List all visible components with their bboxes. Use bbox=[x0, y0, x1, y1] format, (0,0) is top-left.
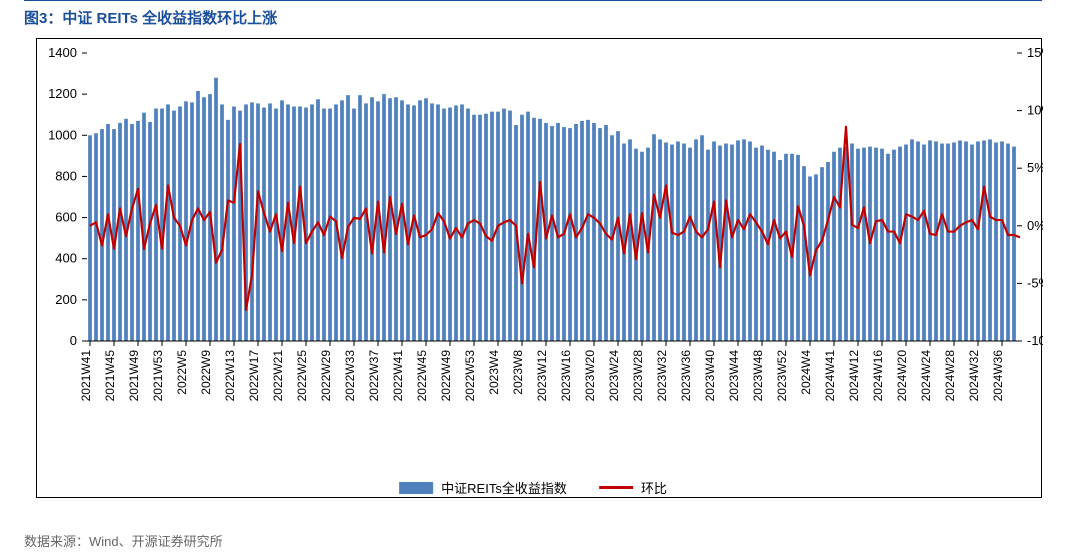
svg-text:2022W49: 2022W49 bbox=[439, 350, 453, 402]
svg-text:2022W5: 2022W5 bbox=[175, 350, 189, 395]
data-source: 数据来源：Wind、开源证券研究所 bbox=[24, 531, 223, 550]
svg-text:-10%: -10% bbox=[1027, 333, 1043, 348]
chart-title: 图3：中证 REITs 全收益指数环比上涨 bbox=[24, 10, 277, 27]
svg-text:2022W25: 2022W25 bbox=[295, 350, 309, 402]
svg-text:2024W16: 2024W16 bbox=[871, 350, 885, 402]
combo-chart: 0 200 400 600 800 1000 1200 1400 -10% -5% 0% 5% 10% 1… bbox=[37, 39, 1043, 499]
svg-text:1400: 1400 bbox=[48, 45, 77, 60]
svg-text:2023W4: 2023W4 bbox=[487, 350, 501, 395]
svg-text:400: 400 bbox=[55, 251, 77, 266]
svg-text:2023W24: 2023W24 bbox=[607, 350, 621, 402]
svg-text:2021W49: 2021W49 bbox=[127, 350, 141, 402]
svg-text:2024W36: 2024W36 bbox=[991, 350, 1005, 402]
svg-text:2023W40: 2023W40 bbox=[703, 350, 717, 402]
chart-title-bar: 图3：中证 REITs 全收益指数环比上涨 bbox=[24, 0, 1042, 28]
svg-text:2023W8: 2023W8 bbox=[511, 350, 525, 395]
svg-text:2022W9: 2022W9 bbox=[199, 350, 213, 395]
svg-text:2023W28: 2023W28 bbox=[631, 350, 645, 402]
legend-item: 中证REITs全收益指数 bbox=[399, 478, 567, 497]
svg-text:2024W4: 2024W4 bbox=[799, 350, 813, 395]
svg-text:2023W36: 2023W36 bbox=[679, 350, 693, 402]
svg-text:2023W44: 2023W44 bbox=[727, 350, 741, 402]
svg-text:2023W20: 2023W20 bbox=[583, 350, 597, 402]
legend-swatch-bar bbox=[399, 482, 433, 494]
legend-item: 环比 bbox=[599, 478, 667, 497]
svg-text:5%: 5% bbox=[1027, 160, 1043, 175]
svg-text:2021W41: 2021W41 bbox=[79, 350, 93, 402]
svg-text:2024W32: 2024W32 bbox=[967, 350, 981, 402]
svg-text:2023W52: 2023W52 bbox=[775, 350, 789, 402]
svg-text:2024W41: 2024W41 bbox=[823, 350, 837, 402]
svg-text:0: 0 bbox=[70, 333, 77, 348]
svg-text:10%: 10% bbox=[1027, 103, 1043, 118]
svg-text:600: 600 bbox=[55, 210, 77, 225]
svg-text:2023W12: 2023W12 bbox=[535, 350, 549, 402]
svg-text:2022W53: 2022W53 bbox=[463, 350, 477, 402]
svg-text:2024W12: 2024W12 bbox=[847, 350, 861, 402]
svg-text:2024W20: 2024W20 bbox=[895, 350, 909, 402]
svg-text:2024W24: 2024W24 bbox=[919, 350, 933, 402]
svg-text:2022W33: 2022W33 bbox=[343, 350, 357, 402]
svg-text:200: 200 bbox=[55, 292, 77, 307]
svg-text:1200: 1200 bbox=[48, 86, 77, 101]
legend-swatch-line bbox=[599, 486, 633, 489]
svg-text:1000: 1000 bbox=[48, 127, 77, 142]
svg-text:2023W32: 2023W32 bbox=[655, 350, 669, 402]
svg-text:2022W13: 2022W13 bbox=[223, 350, 237, 402]
legend-label: 中证REITs全收益指数 bbox=[441, 478, 567, 497]
svg-text:800: 800 bbox=[55, 168, 77, 183]
svg-text:2024W28: 2024W28 bbox=[943, 350, 957, 402]
svg-text:2023W48: 2023W48 bbox=[751, 350, 765, 402]
svg-text:2022W37: 2022W37 bbox=[367, 350, 381, 402]
legend-label: 环比 bbox=[641, 478, 667, 497]
svg-text:2021W45: 2021W45 bbox=[103, 350, 117, 402]
svg-text:-5%: -5% bbox=[1027, 275, 1043, 290]
svg-text:2022W17: 2022W17 bbox=[247, 350, 261, 402]
svg-text:2022W21: 2022W21 bbox=[271, 350, 285, 402]
svg-text:2022W29: 2022W29 bbox=[319, 350, 333, 402]
svg-text:2021W53: 2021W53 bbox=[151, 350, 165, 402]
legend: 中证REITs全收益指数 环比 bbox=[399, 478, 667, 497]
svg-text:2022W45: 2022W45 bbox=[415, 350, 429, 402]
chart-box: 0 200 400 600 800 1000 1200 1400 -10% -5% 0% 5% 10% 1… bbox=[36, 38, 1042, 498]
svg-text:0%: 0% bbox=[1027, 218, 1043, 233]
svg-text:15%: 15% bbox=[1027, 45, 1043, 60]
svg-text:2022W41: 2022W41 bbox=[391, 350, 405, 402]
svg-text:2023W16: 2023W16 bbox=[559, 350, 573, 402]
